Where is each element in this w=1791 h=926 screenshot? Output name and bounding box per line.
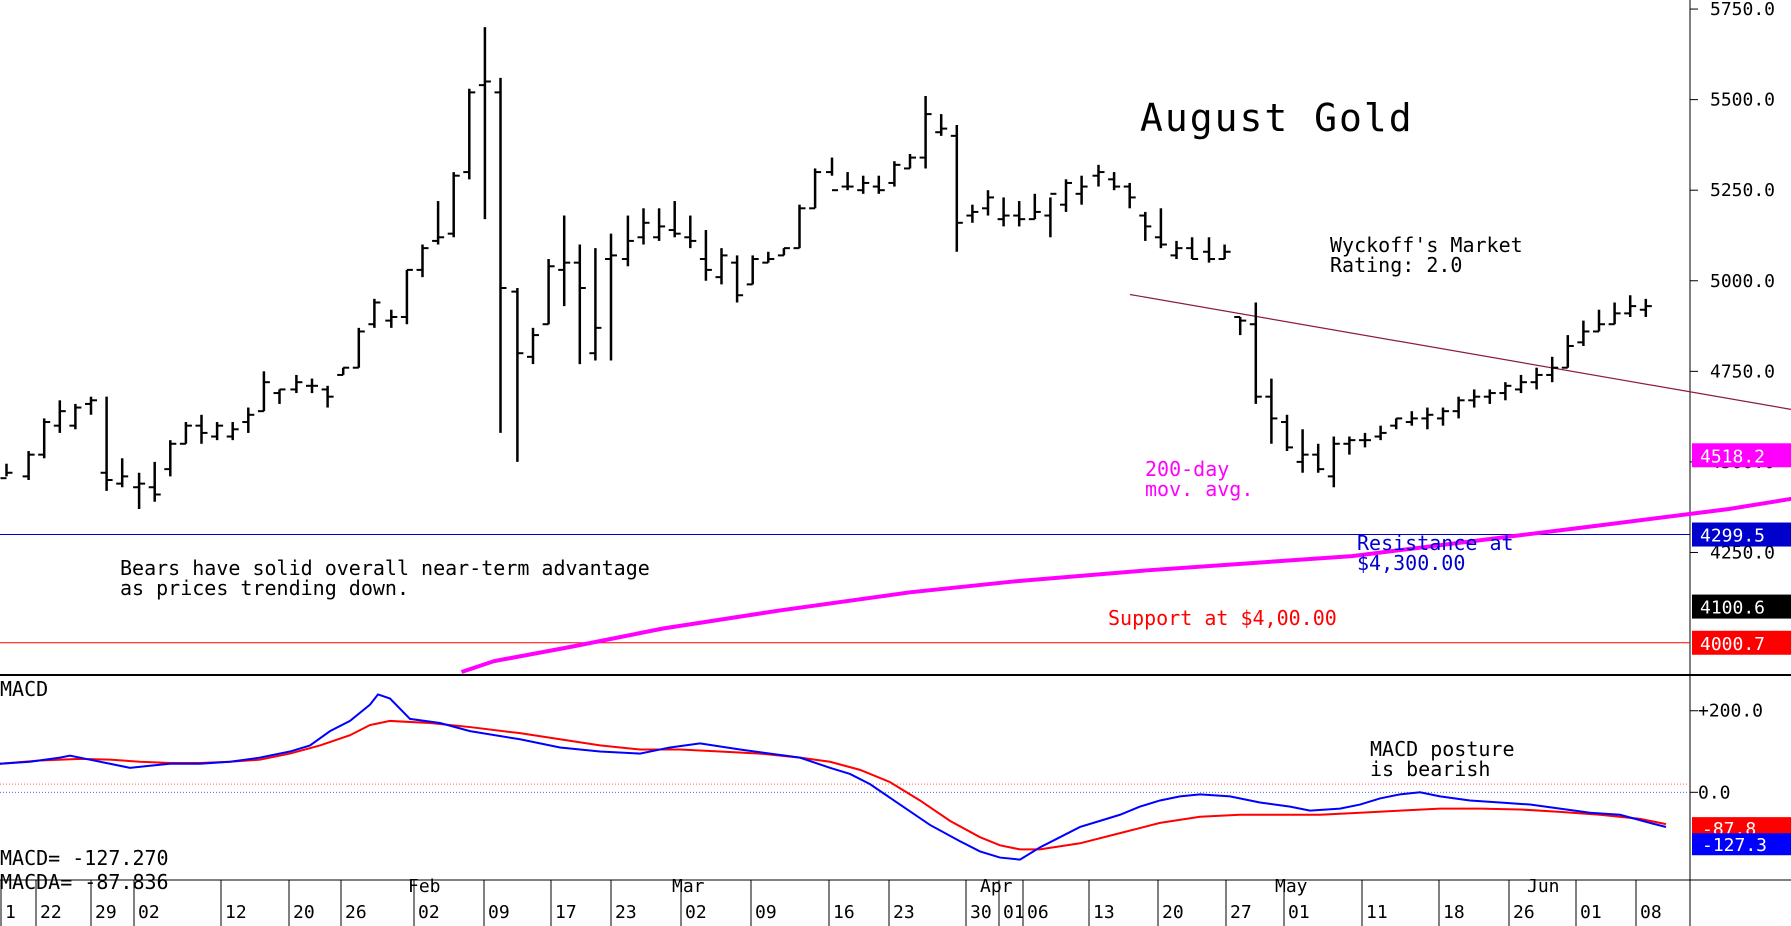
ma-label: 200-day mov. avg. bbox=[1145, 457, 1254, 501]
day-tick-label: 02 bbox=[685, 902, 707, 923]
price-tick-label: 4750.0 bbox=[1710, 361, 1775, 382]
month-label: Jun bbox=[1527, 876, 1560, 897]
price-label-box bbox=[1692, 522, 1791, 547]
price-label-box bbox=[1692, 594, 1791, 619]
price-tick-label: 5500.0 bbox=[1710, 90, 1775, 111]
month-label: Apr bbox=[980, 876, 1013, 897]
day-tick-label: 12 bbox=[225, 902, 247, 923]
price-tick-label: 5000.0 bbox=[1710, 271, 1775, 292]
day-tick-label: 08 bbox=[1640, 902, 1662, 923]
downtrend-line bbox=[1129, 293, 1791, 410]
price-label-text: 4299.5 bbox=[1700, 526, 1765, 547]
day-tick-label: 16 bbox=[833, 902, 855, 923]
ma200-line bbox=[460, 496, 1791, 674]
market-rating-note: Wyckoff's Market Rating: 2.0 bbox=[1330, 233, 1523, 277]
day-tick-label: 29 bbox=[95, 902, 117, 923]
macd-tick-label: +200.0 bbox=[1698, 701, 1763, 722]
resistance-note: Resistance at $4,300.00 bbox=[1357, 531, 1514, 575]
price-tick-label: 5250.0 bbox=[1710, 180, 1775, 201]
day-tick-label: 13 bbox=[1093, 902, 1115, 923]
day-tick-label: 23 bbox=[893, 902, 915, 923]
day-tick-label: 01 bbox=[1580, 902, 1602, 923]
day-tick-label: 01 bbox=[1003, 902, 1025, 923]
price-tick-label: 5750.0 bbox=[1710, 0, 1775, 20]
day-tick-label: 23 bbox=[615, 902, 637, 923]
price-label-text: 4000.7 bbox=[1700, 634, 1765, 655]
day-tick-label: 09 bbox=[488, 902, 510, 923]
day-tick-label: 26 bbox=[1513, 902, 1535, 923]
bears-note: Bears have solid overall near-term advan… bbox=[120, 556, 650, 600]
macda-line bbox=[0, 719, 1667, 851]
macd-readout: MACD= -127.270 bbox=[0, 846, 169, 870]
price-label-box bbox=[1692, 630, 1791, 655]
day-tick-label: 02 bbox=[138, 902, 160, 923]
month-label: Mar bbox=[672, 876, 705, 897]
day-tick-label: 1 bbox=[5, 902, 16, 923]
macd-label-box bbox=[1692, 833, 1791, 856]
day-tick-label: 01 bbox=[1288, 902, 1310, 923]
macd-tick-label: 0.0 bbox=[1698, 782, 1731, 803]
price-label-text: 4518.2 bbox=[1700, 446, 1765, 467]
day-tick-label: 18 bbox=[1443, 902, 1465, 923]
day-tick-label: 06 bbox=[1027, 902, 1049, 923]
day-tick-label: 17 bbox=[555, 902, 577, 923]
day-tick-label: 26 bbox=[345, 902, 367, 923]
macd-panel-label: MACD bbox=[0, 677, 49, 701]
month-label: Feb bbox=[408, 876, 441, 897]
price-label-text: 4100.6 bbox=[1700, 598, 1765, 619]
day-tick-label: 30 bbox=[970, 902, 992, 923]
macda-readout: MACDA= -87.836 bbox=[0, 870, 169, 894]
day-tick-label: 02 bbox=[418, 902, 440, 923]
macd-line bbox=[0, 693, 1667, 861]
day-tick-label: 27 bbox=[1230, 902, 1252, 923]
price-label-box bbox=[1692, 443, 1791, 468]
day-tick-label: 11 bbox=[1366, 902, 1388, 923]
price-tick-label: 4250.0 bbox=[1710, 542, 1775, 563]
macd-posture-note: MACD posture is bearish bbox=[1370, 737, 1515, 781]
day-tick-label: 20 bbox=[293, 902, 315, 923]
chart-title: August Gold bbox=[1140, 96, 1414, 140]
day-tick-label: 20 bbox=[1162, 902, 1184, 923]
macd-label-text: -127.3 bbox=[1702, 835, 1767, 856]
day-tick-label: 09 bbox=[755, 902, 777, 923]
day-tick-label: 22 bbox=[40, 902, 62, 923]
support-note: Support at $4,00.00 bbox=[1108, 606, 1337, 630]
month-label: May bbox=[1275, 876, 1308, 897]
